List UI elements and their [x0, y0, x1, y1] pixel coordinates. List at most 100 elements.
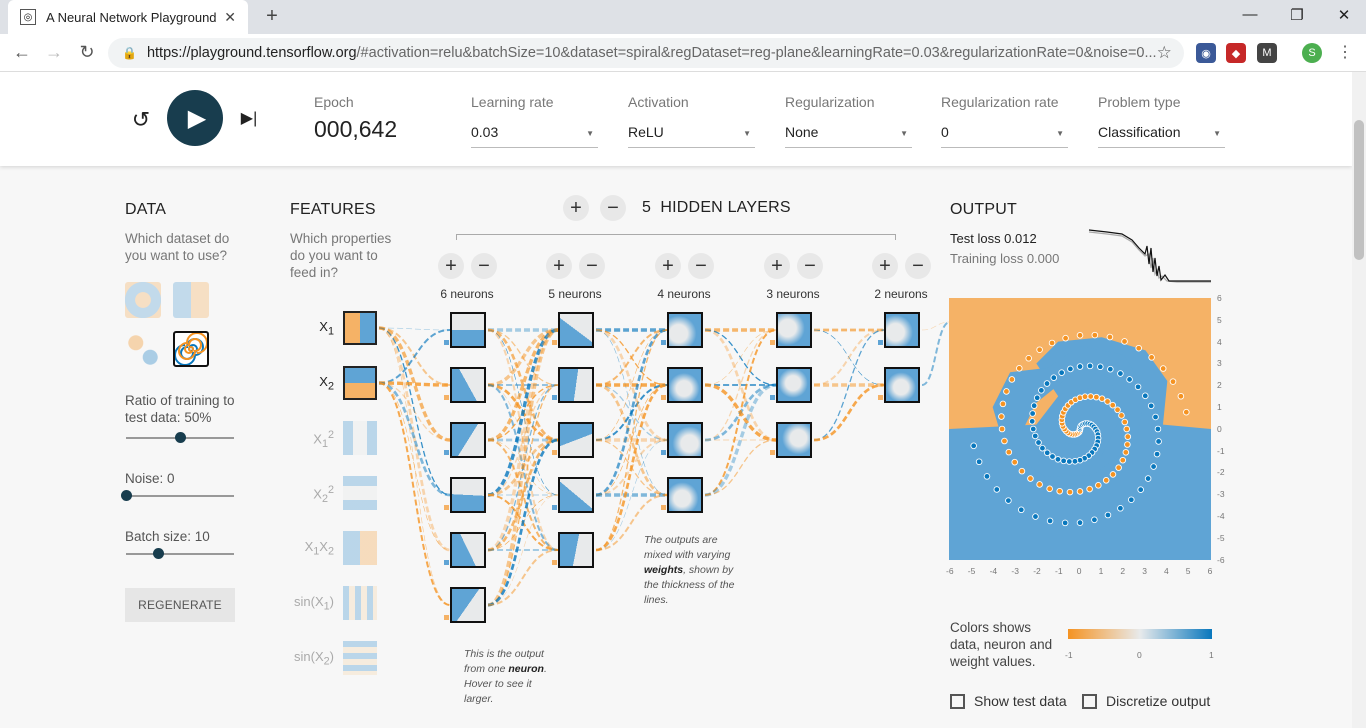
reload-icon[interactable]: ↻: [79, 42, 95, 62]
neuron[interactable]: [667, 367, 703, 403]
weight-link[interactable]: [921, 321, 951, 331]
neuron[interactable]: [776, 367, 812, 403]
weight-link[interactable]: [813, 329, 885, 441]
activation-select[interactable]: ReLU ▼: [628, 124, 755, 148]
minimize-window-icon[interactable]: —: [1242, 6, 1258, 23]
extension-icon[interactable]: M: [1257, 43, 1277, 63]
neuron[interactable]: [558, 532, 594, 568]
weight-link[interactable]: [595, 328, 668, 442]
weight-link[interactable]: [595, 328, 668, 497]
regenerate-button[interactable]: REGENERATE: [125, 588, 235, 622]
feature-toggle[interactable]: [343, 421, 377, 455]
dataset-circle-thumb[interactable]: [125, 282, 161, 318]
new-tab-button[interactable]: +: [266, 5, 278, 27]
add-neuron-button[interactable]: +: [438, 253, 464, 279]
close-tab-icon[interactable]: ✕: [224, 8, 236, 25]
neuron[interactable]: [450, 587, 486, 623]
neuron[interactable]: [884, 312, 920, 348]
weight-link[interactable]: [487, 328, 559, 607]
menu-dots-icon[interactable]: ⋮: [1337, 44, 1353, 61]
weight-link[interactable]: [704, 329, 777, 386]
feature-toggle[interactable]: [343, 586, 377, 620]
neuron[interactable]: [884, 367, 920, 403]
discretize-output-checkbox[interactable]: Discretize output: [1082, 693, 1210, 709]
noise-slider-handle[interactable]: [121, 490, 132, 501]
noise-slider[interactable]: [126, 495, 234, 497]
add-neuron-button[interactable]: +: [872, 253, 898, 279]
remove-neuron-button[interactable]: −: [471, 253, 497, 279]
weight-link[interactable]: [487, 384, 559, 606]
regularization-select[interactable]: None ▼: [785, 124, 912, 148]
weight-link[interactable]: [595, 383, 668, 552]
weight-link[interactable]: [704, 328, 777, 442]
regularization-rate-select[interactable]: 0 ▼: [941, 124, 1068, 148]
address-bar[interactable]: 🔒 https://playground.tensorflow.org/#act…: [108, 38, 1184, 68]
weight-link[interactable]: [487, 384, 559, 496]
neuron[interactable]: [450, 532, 486, 568]
extension-icon[interactable]: ◉: [1196, 43, 1216, 63]
weight-link[interactable]: [595, 383, 668, 497]
play-button[interactable]: ▶: [167, 90, 223, 146]
weight-link[interactable]: [487, 328, 559, 497]
neuron[interactable]: [450, 422, 486, 458]
weight-link[interactable]: [595, 329, 668, 551]
weight-link[interactable]: [813, 329, 885, 386]
batch-slider[interactable]: [126, 553, 234, 555]
step-icon[interactable]: ▶|: [240, 110, 258, 127]
neuron[interactable]: [450, 477, 486, 513]
weight-link[interactable]: [487, 549, 559, 606]
neuron[interactable]: [667, 312, 703, 348]
weight-link[interactable]: [595, 439, 668, 551]
weight-link[interactable]: [704, 383, 777, 497]
feature-toggle[interactable]: [343, 476, 377, 510]
extension-icon[interactable]: ◆: [1226, 43, 1246, 63]
dataset-gaussian-thumb[interactable]: [125, 332, 161, 368]
weight-link[interactable]: [487, 494, 559, 606]
remove-layer-button[interactable]: −: [600, 195, 626, 221]
restore-window-icon[interactable]: ❐: [1290, 7, 1304, 24]
neuron[interactable]: [450, 312, 486, 348]
learning-rate-select[interactable]: 0.03 ▼: [471, 124, 598, 148]
weight-link[interactable]: [704, 329, 777, 496]
feature-toggle[interactable]: [343, 531, 377, 565]
problem-type-select[interactable]: Classification ▼: [1098, 124, 1225, 148]
weight-link[interactable]: [378, 327, 451, 496]
weight-link[interactable]: [921, 321, 951, 386]
feature-toggle[interactable]: [343, 311, 377, 345]
neuron[interactable]: [776, 312, 812, 348]
add-neuron-button[interactable]: +: [655, 253, 681, 279]
neuron[interactable]: [558, 367, 594, 403]
remove-neuron-button[interactable]: −: [579, 253, 605, 279]
weight-link[interactable]: [487, 438, 559, 607]
weight-link[interactable]: [378, 382, 451, 551]
dataset-spiral-thumb[interactable]: [173, 331, 209, 367]
bookmark-star-icon[interactable]: ☆: [1156, 43, 1172, 62]
weight-link[interactable]: [704, 329, 777, 441]
weight-link[interactable]: [595, 329, 668, 386]
dataset-xor-thumb[interactable]: [173, 282, 209, 318]
neuron[interactable]: [667, 477, 703, 513]
back-icon[interactable]: ←: [13, 42, 31, 62]
weight-link[interactable]: [378, 326, 451, 552]
weight-link[interactable]: [487, 328, 559, 442]
weight-link[interactable]: [813, 383, 885, 442]
weight-link[interactable]: [487, 384, 559, 496]
weight-link[interactable]: [378, 326, 451, 442]
weight-link[interactable]: [813, 329, 885, 386]
neuron[interactable]: [450, 367, 486, 403]
weight-link[interactable]: [378, 381, 451, 497]
neuron[interactable]: [558, 477, 594, 513]
checkbox-box[interactable]: [950, 693, 965, 709]
weight-link[interactable]: [487, 329, 559, 551]
scrollbar-thumb[interactable]: [1354, 120, 1364, 260]
page-scrollbar[interactable]: [1352, 72, 1366, 728]
weight-link[interactable]: [378, 329, 451, 384]
remove-neuron-button[interactable]: −: [688, 253, 714, 279]
add-neuron-button[interactable]: +: [764, 253, 790, 279]
feature-toggle[interactable]: [343, 641, 377, 675]
batch-slider-handle[interactable]: [153, 548, 165, 559]
neuron[interactable]: [558, 312, 594, 348]
weight-link[interactable]: [595, 494, 668, 551]
add-neuron-button[interactable]: +: [546, 253, 572, 279]
remove-neuron-button[interactable]: −: [905, 253, 931, 279]
